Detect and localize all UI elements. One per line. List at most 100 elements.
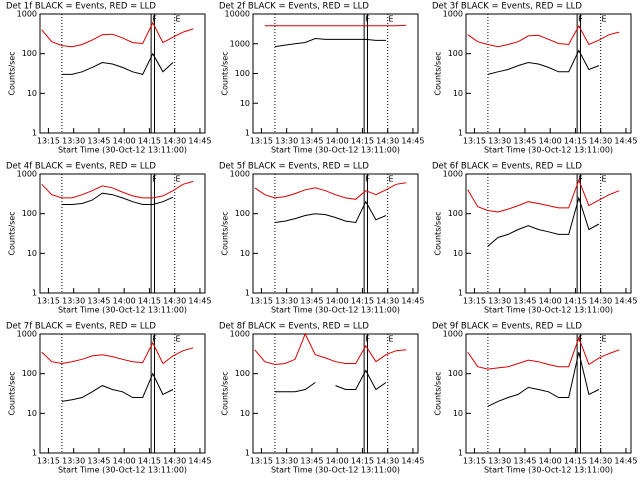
plot-frame — [39, 13, 206, 134]
x-tick-label: 13:45 — [513, 457, 536, 466]
x-tick-label: 13:30 — [62, 457, 85, 466]
series-line — [274, 37, 386, 48]
x-tick-label: 13:30 — [275, 137, 298, 146]
x-axis-label: Start Time (30-Oct-12 13:11:00) — [58, 306, 187, 315]
annotation: F — [152, 175, 157, 184]
x-tick-label: 13:15 — [250, 457, 273, 466]
y-tick-label: 1 — [245, 449, 250, 458]
x-tick-label: 13:15 — [463, 297, 486, 306]
y-tick-label: 1000 — [17, 170, 37, 179]
x-tick-label: 13:30 — [275, 297, 298, 306]
y-tick-label: 10 — [453, 409, 463, 418]
series-line — [274, 369, 387, 393]
x-tick-label: 14:45 — [614, 137, 637, 146]
annotation: F — [578, 335, 583, 344]
y-tick-label: 1 — [32, 449, 37, 458]
annotation: E — [602, 15, 607, 24]
series-line — [487, 351, 600, 407]
x-tick-label: 13:45 — [513, 137, 536, 146]
x-tick-label: 14:00 — [539, 457, 562, 466]
chart-title: Det 2f BLACK = Events, RED = LLD — [219, 2, 369, 12]
series-line — [254, 182, 407, 200]
annotation: F — [365, 15, 370, 24]
x-axis-label: Start Time (30-Oct-12 13:11:00) — [484, 146, 613, 155]
x-tick-label: 13:30 — [488, 457, 511, 466]
x-tick-label: 14:30 — [589, 137, 612, 146]
y-tick-label: 1000 — [17, 10, 37, 19]
chart-title: Det 1f BLACK = Events, RED = LLD — [6, 2, 156, 12]
series-line — [467, 336, 620, 370]
x-tick-label: 14:30 — [163, 137, 186, 146]
plot-frame — [39, 333, 206, 454]
x-tick-label: 14:45 — [401, 297, 424, 306]
annotation: F — [152, 15, 157, 24]
y-tick-label: 10 — [240, 409, 250, 418]
y-axis-label: Counts/sec — [221, 371, 230, 415]
series-line — [264, 24, 407, 27]
y-tick-label: 1 — [458, 449, 463, 458]
x-tick-label: 14:00 — [113, 297, 136, 306]
x-axis-label: Start Time (30-Oct-12 13:11:00) — [58, 146, 187, 155]
y-tick-label: 1 — [32, 289, 37, 298]
y-axis-label: Counts/sec — [434, 371, 443, 415]
x-tick-label: 13:45 — [87, 457, 110, 466]
plot-frame — [465, 173, 632, 294]
x-tick-label: 14:00 — [326, 137, 349, 146]
y-tick-label: 100 — [448, 369, 463, 378]
x-tick-label: 14:15 — [351, 297, 374, 306]
annotation: F — [578, 175, 583, 184]
annotation: E — [602, 335, 607, 344]
series-line — [41, 180, 194, 199]
annotation: F — [365, 335, 370, 344]
annotation: E — [389, 335, 394, 344]
y-tick-label: 1 — [32, 129, 37, 138]
x-tick-label: 14:15 — [564, 137, 587, 146]
series-line — [61, 192, 174, 205]
y-tick-label: 100 — [235, 369, 250, 378]
x-axis-label: Start Time (30-Oct-12 13:11:00) — [271, 306, 400, 315]
x-tick-label: 14:15 — [351, 137, 374, 146]
x-tick-label: 14:30 — [163, 297, 186, 306]
plot-frame — [252, 173, 419, 294]
chart-title: Det 7f BLACK = Events, RED = LLD — [6, 322, 156, 332]
y-tick-label: 100 — [448, 209, 463, 218]
x-axis-label: Start Time (30-Oct-12 13:11:00) — [484, 306, 613, 315]
chart-title: Det 8f BLACK = Events, RED = LLD — [219, 322, 369, 332]
y-tick-label: 100 — [22, 209, 37, 218]
series-line — [254, 332, 407, 366]
x-tick-label: 13:30 — [275, 457, 298, 466]
x-axis-label: Start Time (30-Oct-12 13:11:00) — [484, 466, 613, 475]
x-tick-label: 14:15 — [138, 137, 161, 146]
y-tick-label: 100 — [235, 209, 250, 218]
y-tick-label: 1000 — [230, 330, 250, 339]
chart-title: Det 5f BLACK = Events, RED = LLD — [219, 162, 369, 172]
x-tick-label: 13:30 — [62, 297, 85, 306]
series-line — [41, 21, 194, 48]
annotation: F — [578, 15, 583, 24]
series-line — [41, 341, 194, 365]
x-tick-label: 14:30 — [589, 297, 612, 306]
x-tick-label: 13:15 — [250, 297, 273, 306]
y-tick-label: 10 — [453, 89, 463, 98]
x-tick-label: 14:45 — [188, 137, 211, 146]
y-tick-label: 10 — [27, 249, 37, 258]
y-tick-label: 1000 — [230, 170, 250, 179]
x-tick-label: 13:45 — [513, 297, 536, 306]
y-tick-label: 1000 — [443, 330, 463, 339]
plot-frame — [465, 333, 632, 454]
x-tick-label: 14:45 — [614, 457, 637, 466]
x-axis-label: Start Time (30-Oct-12 13:11:00) — [271, 146, 400, 155]
y-tick-label: 10 — [240, 99, 250, 108]
x-tick-label: 14:15 — [351, 457, 374, 466]
x-tick-label: 13:30 — [488, 137, 511, 146]
y-tick-label: 10 — [27, 89, 37, 98]
y-tick-label: 1 — [458, 289, 463, 298]
x-tick-label: 13:45 — [87, 297, 110, 306]
x-tick-label: 13:45 — [300, 457, 323, 466]
plot-frame — [465, 13, 632, 134]
x-tick-label: 14:30 — [376, 137, 399, 146]
x-tick-label: 14:30 — [163, 457, 186, 466]
annotation: E — [176, 15, 181, 24]
chart-title: Det 3f BLACK = Events, RED = LLD — [432, 2, 582, 12]
